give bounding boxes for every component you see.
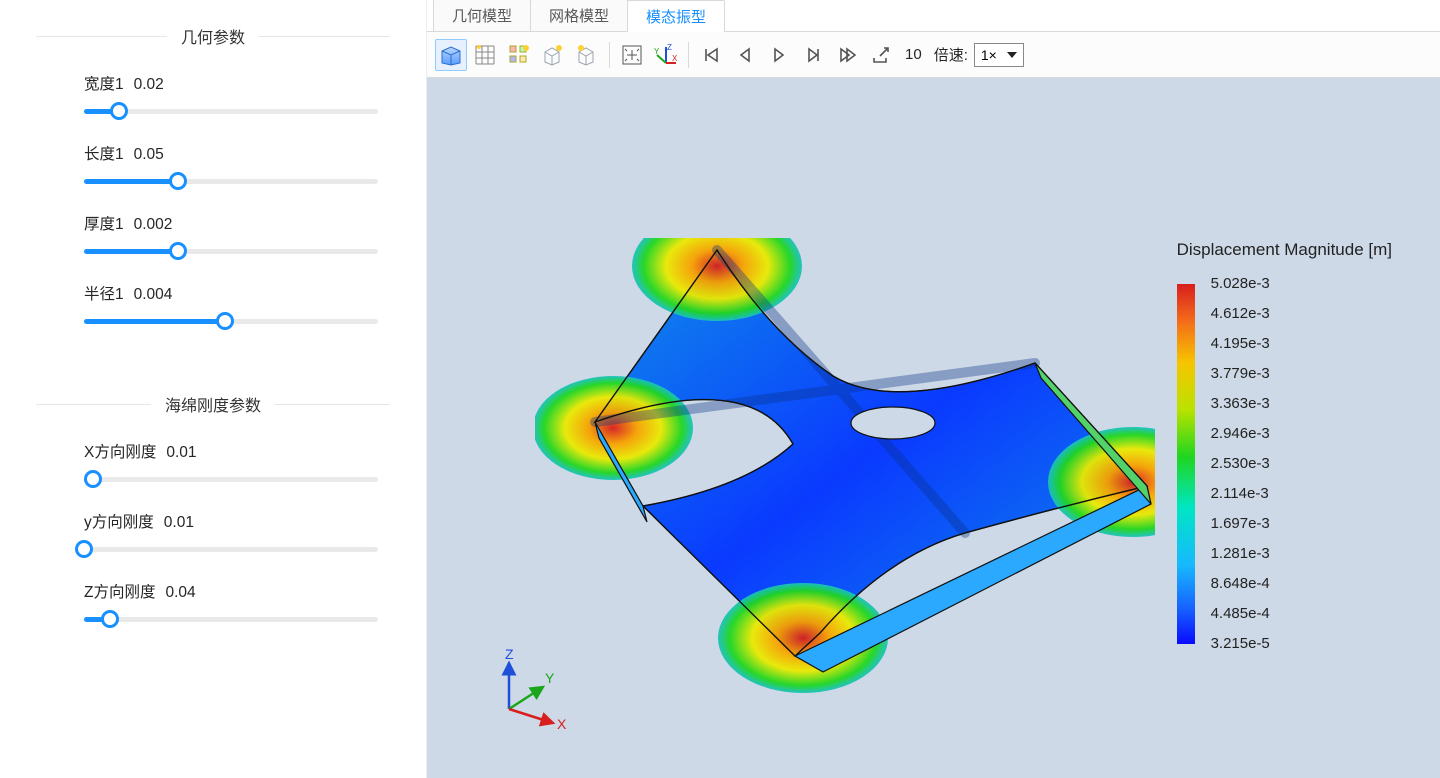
- tab[interactable]: 网格模型: [530, 0, 628, 31]
- param-row: 半径1 0.004: [36, 282, 390, 328]
- slider-thumb[interactable]: [84, 470, 102, 488]
- prev-frame-button[interactable]: [729, 39, 761, 71]
- scene-lights-button[interactable]: [503, 39, 535, 71]
- svg-text:Y: Y: [654, 47, 660, 56]
- section-title: 几何参数: [167, 24, 259, 48]
- app-root: 几何参数 宽度1 0.02 长度1 0.05 厚度1 0.002 半径1 0.004 海绵刚度…: [0, 0, 1440, 778]
- tabs: 几何模型网格模型模态振型: [427, 0, 1440, 32]
- param-value: 0.04: [165, 584, 195, 602]
- param-slider[interactable]: [84, 314, 378, 328]
- left-panel: 几何参数 宽度1 0.02 长度1 0.05 厚度1 0.002 半径1 0.004 海绵刚度…: [0, 0, 426, 778]
- param-value: 0.004: [134, 286, 173, 304]
- param-value: 0.05: [134, 146, 164, 164]
- light-solid-button[interactable]: [571, 39, 603, 71]
- viewport[interactable]: Z Y X Displacement Magnitude [m] 5.028e-…: [427, 78, 1440, 778]
- slider-thumb[interactable]: [216, 312, 234, 330]
- param-label: 长度1: [84, 142, 124, 164]
- fit-button[interactable]: [616, 39, 648, 71]
- param-value: 0.01: [166, 444, 196, 462]
- speed-label: 倍速:: [934, 44, 968, 65]
- cube-persp-icon: [439, 43, 463, 67]
- param-row: X方向刚度 0.01: [36, 440, 390, 486]
- param-value: 0.002: [134, 216, 173, 234]
- tab[interactable]: 模态振型: [627, 0, 725, 32]
- tab[interactable]: 几何模型: [433, 0, 531, 31]
- param-value: 0.02: [134, 76, 164, 94]
- next-frame-button[interactable]: [797, 39, 829, 71]
- first-icon: [702, 46, 720, 64]
- export-icon: [871, 45, 891, 65]
- section-header-geometry: 几何参数: [36, 24, 390, 48]
- triad-x-label: X: [557, 716, 567, 732]
- param-label: 宽度1: [84, 72, 124, 94]
- frame-number: 10: [905, 46, 922, 63]
- chevron-down-icon: [1007, 52, 1017, 58]
- wire-cube-bulb2-icon: [575, 43, 599, 67]
- right-panel: 几何模型网格模型模态振型: [426, 0, 1440, 778]
- triad-y-label: Y: [545, 670, 555, 686]
- view-perspective-button[interactable]: [435, 39, 467, 71]
- model-render: [535, 238, 1155, 703]
- param-value: 0.01: [164, 514, 194, 532]
- speed-value: 1×: [981, 47, 997, 63]
- grid-icon: [474, 44, 496, 66]
- slider-thumb[interactable]: [75, 540, 93, 558]
- wire-cube-bulb-icon: [541, 43, 565, 67]
- param-slider[interactable]: [84, 104, 378, 118]
- slider-thumb[interactable]: [101, 610, 119, 628]
- section-title: 海绵刚度参数: [151, 392, 275, 416]
- param-slider[interactable]: [84, 472, 378, 486]
- triad-z-label: Z: [505, 647, 514, 662]
- param-label: X方向刚度: [84, 440, 156, 462]
- param-label: Z方向刚度: [84, 580, 155, 602]
- param-row: y方向刚度 0.01: [36, 510, 390, 556]
- last-icon: [838, 46, 856, 64]
- toolbar: Z Y X 10 倍速: 1×: [427, 32, 1440, 78]
- slider-thumb[interactable]: [110, 102, 128, 120]
- play-button[interactable]: [763, 39, 795, 71]
- fit-icon: [621, 44, 643, 66]
- slider-thumb[interactable]: [169, 242, 187, 260]
- param-row: 宽度1 0.02: [36, 72, 390, 118]
- axes-icon: Z Y X: [654, 43, 678, 67]
- last-frame-button[interactable]: [831, 39, 863, 71]
- next-icon: [804, 46, 822, 64]
- scene-lights-icon: [508, 44, 530, 66]
- section-header-stiffness: 海绵刚度参数: [36, 392, 390, 416]
- param-slider[interactable]: [84, 542, 378, 556]
- param-row: 长度1 0.05: [36, 142, 390, 188]
- param-label: 半径1: [84, 282, 124, 304]
- grid-button[interactable]: [469, 39, 501, 71]
- axes-toggle-button[interactable]: Z Y X: [650, 39, 682, 71]
- param-slider[interactable]: [84, 612, 378, 626]
- legend-bar: [1177, 284, 1195, 644]
- first-frame-button[interactable]: [695, 39, 727, 71]
- param-slider[interactable]: [84, 244, 378, 258]
- param-row: 厚度1 0.002: [36, 212, 390, 258]
- speed-select[interactable]: 1×: [974, 43, 1024, 67]
- param-label: y方向刚度: [84, 510, 154, 532]
- param-row: Z方向刚度 0.04: [36, 580, 390, 626]
- svg-text:X: X: [672, 54, 678, 63]
- axis-triad: Z Y X: [481, 647, 571, 742]
- param-slider[interactable]: [84, 174, 378, 188]
- prev-icon: [736, 46, 754, 64]
- export-animation-button[interactable]: [865, 39, 897, 71]
- color-legend: Displacement Magnitude [m] 5.028e-34.612…: [1177, 240, 1392, 644]
- legend-ticks: 5.028e-34.612e-34.195e-33.779e-33.363e-3…: [1211, 284, 1270, 644]
- slider-thumb[interactable]: [169, 172, 187, 190]
- param-label: 厚度1: [84, 212, 124, 234]
- svg-text:Z: Z: [667, 43, 672, 52]
- play-icon: [770, 46, 788, 64]
- light-wire-button[interactable]: [537, 39, 569, 71]
- legend-title: Displacement Magnitude [m]: [1177, 240, 1392, 260]
